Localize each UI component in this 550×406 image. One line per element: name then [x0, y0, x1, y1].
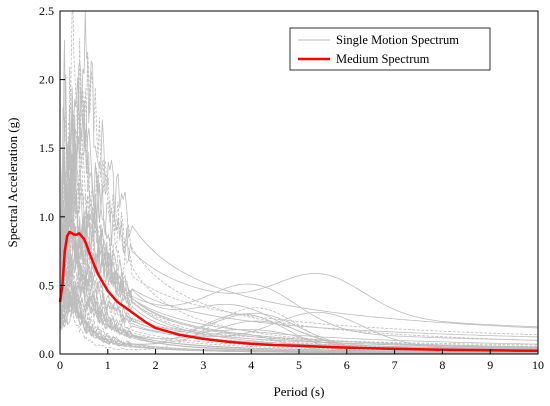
single-motion-spectrum-line	[59, 135, 538, 353]
x-tick-label: 7	[392, 358, 398, 372]
x-tick-label: 9	[487, 358, 493, 372]
single-motion-spectrum-line	[59, 145, 539, 336]
y-axis-title: Spectral Acceleration (g)	[5, 118, 20, 248]
single-motion-spectrum-line	[59, 152, 538, 354]
medium-spectrum-line	[58, 230, 539, 352]
x-tick-label: 10	[532, 358, 544, 372]
x-tick-label: 0	[57, 358, 63, 372]
y-tick-label: 1.0	[39, 210, 54, 224]
y-tick-label: 1.5	[39, 141, 54, 155]
legend: Single Motion Spectrum Medium Spectrum	[289, 27, 491, 71]
single-motion-spectrum-line	[59, 106, 539, 341]
x-tick-label: 5	[296, 358, 302, 372]
single-motion-spectrum-line	[59, 77, 539, 349]
single-motion-spectrum-line	[59, 10, 539, 329]
x-tick-label: 2	[153, 358, 159, 372]
x-axis-title: Period (s)	[274, 384, 325, 399]
single-motion-spectrum-line	[59, 51, 539, 341]
y-axis-ticks: 0.0 0.5 1.0 1.5 2.0 2.5	[39, 4, 65, 361]
y-tick-label: 0.0	[39, 347, 54, 361]
single-motion-spectra-group	[59, 9, 539, 354]
x-tick-label: 6	[344, 358, 350, 372]
single-motion-spectrum-line	[59, 205, 539, 345]
single-motion-spectrum-line	[59, 112, 538, 346]
x-tick-label: 3	[200, 358, 206, 372]
single-motion-spectrum-line	[59, 173, 538, 350]
single-motion-spectrum-line	[59, 88, 539, 338]
legend-box	[289, 27, 491, 71]
single-motion-spectrum-line	[59, 9, 539, 347]
x-tick-label: 1	[105, 358, 111, 372]
x-tick-label: 8	[439, 358, 445, 372]
medium-spectrum-group	[58, 230, 539, 352]
x-axis-ticks: 0 1 2 3 4 5 6 7 8 9 10	[57, 349, 544, 372]
x-tick-label: 4	[248, 358, 254, 372]
legend-label-single-motion: Single Motion Spectrum	[336, 33, 459, 47]
y-tick-label: 2.0	[39, 73, 54, 87]
y-tick-label: 2.5	[39, 4, 54, 18]
legend-label-medium: Medium Spectrum	[336, 52, 430, 66]
y-tick-label: 0.5	[39, 278, 54, 292]
